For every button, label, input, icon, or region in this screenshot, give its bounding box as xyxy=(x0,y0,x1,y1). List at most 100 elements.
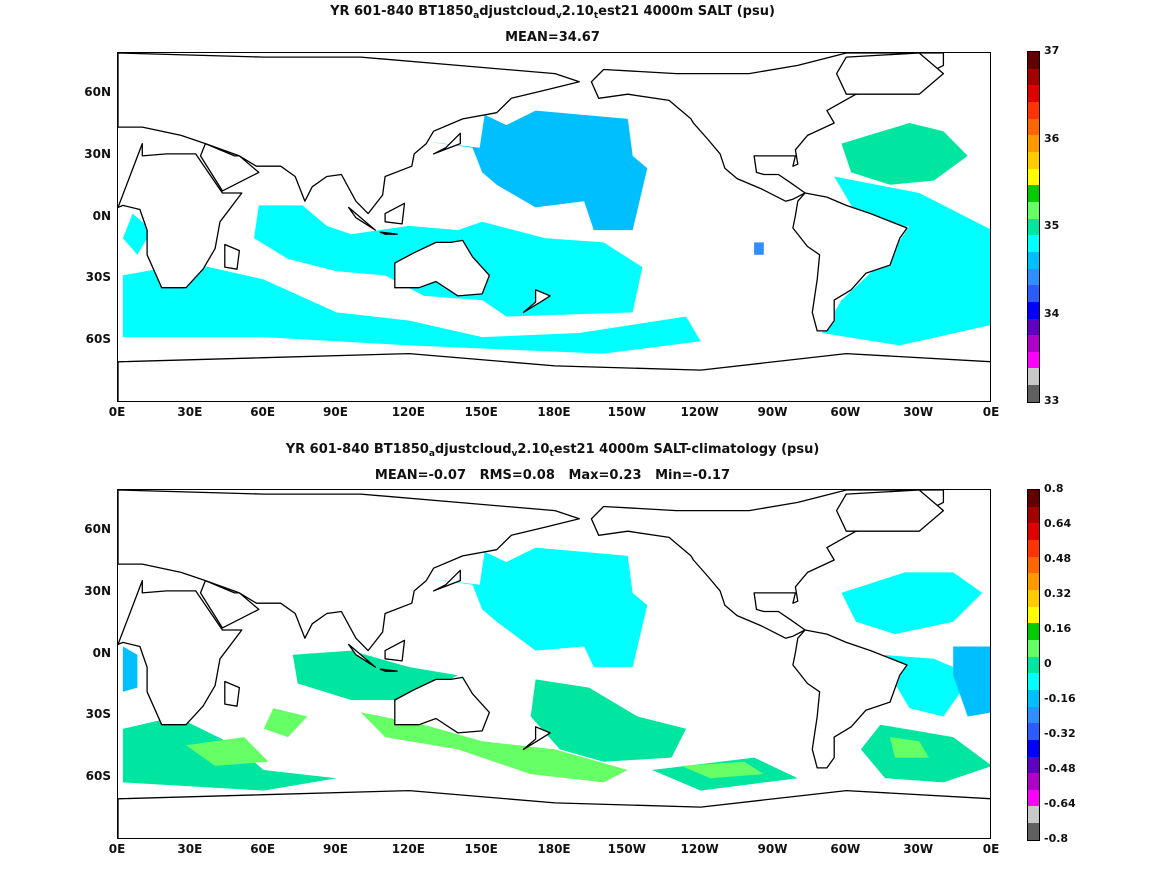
map-plot-area xyxy=(118,53,990,401)
salinity-region xyxy=(530,679,687,762)
colorbar-tick-label: 37 xyxy=(1044,44,1060,57)
salinity-region xyxy=(426,110,648,231)
colorbar-swatch xyxy=(1028,723,1039,740)
coastline xyxy=(224,680,241,707)
colorbar-tick-label: 34 xyxy=(1044,306,1060,320)
salinity-region xyxy=(953,646,990,717)
coastline xyxy=(835,490,945,532)
x-tick-label: 30W xyxy=(903,842,934,856)
x-tick-label: 60E xyxy=(250,405,276,419)
coastline xyxy=(432,132,461,155)
colorbar-tick-label: 35 xyxy=(1044,219,1060,232)
salinity-region xyxy=(122,213,152,255)
x-tick-label: 0E xyxy=(982,405,1000,419)
colorbar-swatch xyxy=(1028,251,1039,269)
colorbar-swatch xyxy=(1028,656,1039,674)
colorbar-swatch xyxy=(1028,118,1039,136)
y-tick-label: 0N xyxy=(92,645,111,660)
chart2-map xyxy=(117,489,991,839)
coastline xyxy=(394,239,491,297)
colorbar-swatch xyxy=(1028,85,1039,102)
coastline xyxy=(394,676,491,734)
coastline xyxy=(118,579,243,726)
salinity-region xyxy=(890,737,929,758)
coastline xyxy=(522,726,551,751)
colorbar-tick-label: 0.16 xyxy=(1044,622,1072,635)
colorbar-tick-label: 0.48 xyxy=(1044,552,1072,565)
colorbar-swatch xyxy=(1028,756,1039,774)
coastline xyxy=(118,142,243,289)
colorbar-swatch xyxy=(1028,789,1039,807)
coastline xyxy=(118,490,580,652)
colorbar-swatch xyxy=(1028,318,1039,336)
x-tick-label: 60E xyxy=(250,842,276,856)
colorbar-swatch xyxy=(1028,589,1039,607)
colorbar-swatch xyxy=(1028,185,1039,202)
coastline xyxy=(384,202,406,225)
x-tick-label: 150E xyxy=(464,842,498,856)
colorbar-swatch xyxy=(1028,556,1039,574)
colorbar-tick-label: 36 xyxy=(1044,131,1060,145)
y-tick-label: 30N xyxy=(84,146,111,161)
colorbar-swatch xyxy=(1028,739,1039,757)
colorbar-swatch xyxy=(1028,573,1039,590)
chart2-subtitle: MEAN=-0.07 RMS=0.08 Max=0.23 Min=-0.17 xyxy=(374,468,731,483)
colorbar-swatch xyxy=(1028,285,1039,302)
y-tick-label: 60S xyxy=(85,332,111,347)
colorbar-swatch xyxy=(1028,101,1039,119)
x-tick-label: 90W xyxy=(757,842,788,856)
y-tick-label: 30S xyxy=(85,707,111,722)
y-tick-label: 30N xyxy=(84,583,111,598)
colorbar-swatch xyxy=(1028,689,1039,707)
colorbar-swatch xyxy=(1028,68,1039,86)
colorbar-tick-label: -0.32 xyxy=(1044,727,1076,740)
coastline xyxy=(835,53,945,95)
coastline xyxy=(347,206,376,231)
salinity-region xyxy=(122,263,701,354)
x-tick-label: 150E xyxy=(464,405,498,419)
x-tick-label: 120W xyxy=(680,405,719,419)
colorbar-swatch xyxy=(1028,135,1039,152)
x-tick-label: 120E xyxy=(391,405,425,419)
colorbar-swatch xyxy=(1028,351,1039,369)
coastline xyxy=(347,643,376,668)
coastline xyxy=(118,352,990,401)
salinity-region xyxy=(426,547,648,668)
colorbar-swatch xyxy=(1028,168,1039,186)
chart1-colorbar xyxy=(1027,51,1040,403)
x-tick-label: 60W xyxy=(830,842,861,856)
colorbar-tick-label: -0.48 xyxy=(1044,762,1076,775)
salinity-region xyxy=(360,712,628,783)
y-tick-label: 60N xyxy=(84,85,111,100)
x-tick-label: 150W xyxy=(607,842,646,856)
coastline xyxy=(118,53,580,215)
y-tick-label: 30S xyxy=(85,270,111,285)
colorbar-swatch xyxy=(1028,201,1039,219)
colorbar-swatch xyxy=(1028,623,1039,640)
coastline xyxy=(379,231,398,235)
x-tick-label: 180E xyxy=(537,405,571,419)
y-tick-label: 60S xyxy=(85,769,111,784)
salinity-region xyxy=(263,708,308,738)
x-tick-label: 0E xyxy=(108,842,126,856)
colorbar-swatch xyxy=(1028,639,1039,657)
x-tick-label: 120E xyxy=(391,842,425,856)
x-tick-label: 60W xyxy=(830,405,861,419)
salinity-region xyxy=(122,646,138,692)
colorbar-tick-label: 33 xyxy=(1044,394,1060,407)
x-tick-label: 90E xyxy=(323,842,348,856)
colorbar-tick-label: 0 xyxy=(1044,657,1052,670)
salinity-region xyxy=(841,123,968,185)
salinity-region xyxy=(754,242,764,255)
colorbar-tick-label: -0.16 xyxy=(1044,692,1076,705)
colorbar-tick-label: 0.32 xyxy=(1044,587,1072,600)
colorbar-tick-label: 0.64 xyxy=(1044,517,1072,530)
colorbar-swatch xyxy=(1028,606,1039,624)
colorbar-swatch xyxy=(1028,268,1039,286)
colorbar-swatch xyxy=(1028,218,1039,236)
colorbar-swatch xyxy=(1028,523,1039,540)
coastline xyxy=(792,192,908,332)
x-tick-label: 30W xyxy=(903,405,934,419)
colorbar-swatch xyxy=(1028,151,1039,169)
coastline xyxy=(384,639,406,662)
